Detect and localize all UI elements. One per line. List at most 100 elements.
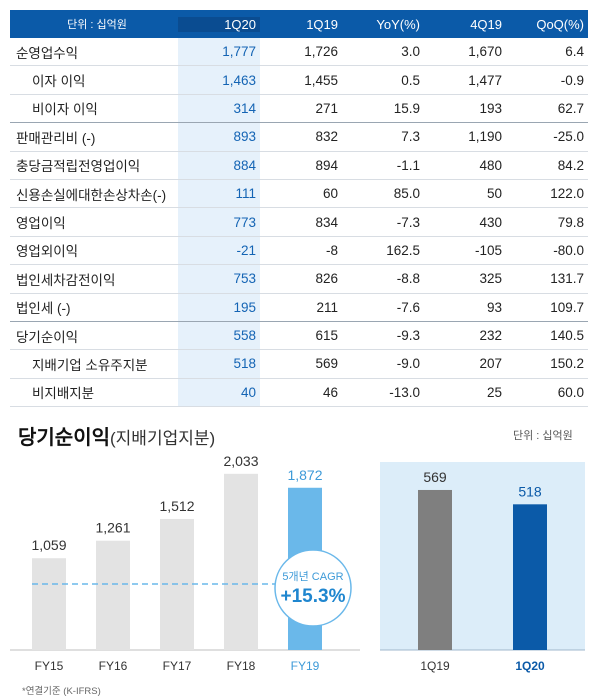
table-row: 법인세 (-) 195 211 -7.6 93 109.7 [10, 293, 588, 322]
value-yoy: -9.3 [396, 328, 420, 344]
value-4q19: 430 [479, 214, 502, 230]
value-1q19: 569 [315, 356, 338, 372]
value-1q19: 271 [315, 100, 338, 116]
section-title-sub: (지배기업지분) [110, 429, 216, 448]
value-1q20: 111 [178, 179, 260, 208]
x-tick-label: FY18 [227, 659, 256, 673]
value-qoq: 109.7 [550, 299, 584, 315]
bar-value-label: 1,059 [31, 537, 66, 553]
value-1q20: 1,463 [178, 66, 260, 94]
table-row: 법인세차감전이익 753 826 -8.8 325 131.7 [10, 265, 588, 294]
footnote: *연결기준 (K-IFRS) [22, 686, 101, 697]
value-1q19: 615 [315, 328, 338, 344]
table-row: 이자 이익 1,463 1,455 0.5 1,477 -0.9 [10, 66, 588, 95]
value-1q20: 893 [178, 123, 260, 151]
table-row: 순영업수익 1,777 1,726 3.0 1,670 6.4 [10, 38, 588, 67]
value-yoy: -13.0 [389, 384, 420, 400]
value-4q19: 480 [479, 157, 502, 173]
bar-value-label: 1,512 [159, 498, 194, 514]
section-title: 당기순이익(지배기업지분) [18, 421, 215, 450]
bar-1q19 [418, 489, 452, 650]
value-1q20: -21 [178, 236, 260, 265]
table-row: 신용손실에대한손상차손(-) 111 60 85.0 50 122.0 [10, 179, 588, 209]
value-yoy: 3.0 [401, 44, 420, 60]
value-1q19: -8 [325, 242, 338, 258]
value-1q20: 314 [178, 94, 260, 123]
col-header-yoy: YoY(%) [376, 16, 420, 32]
value-1q19: 211 [316, 299, 338, 315]
x-tick-label: FY19 [291, 659, 320, 673]
value-1q19: 894 [315, 157, 338, 173]
x-tick-label: FY15 [35, 659, 64, 673]
row-label: 영업외이익 [16, 244, 79, 260]
bar-value-label: 1,261 [95, 520, 130, 536]
value-4q19: 1,190 [468, 129, 502, 145]
col-header-4q19: 4Q19 [470, 16, 502, 32]
value-qoq: 140.5 [550, 328, 584, 344]
table-row: 지배기업 소유주지분 518 569 -9.0 207 150.2 [10, 350, 588, 379]
value-1q20: 884 [178, 151, 260, 179]
col-header-1q20: 1Q20 [178, 16, 260, 32]
value-1q19: 60 [322, 186, 338, 202]
x-tick-label: 1Q20 [515, 659, 545, 673]
cagr-bubble [274, 549, 352, 627]
row-label: 순영업수익 [16, 45, 79, 61]
value-yoy: -7.3 [396, 214, 420, 230]
value-yoy: -7.6 [396, 299, 420, 315]
quarterly-net-income-chart: 569 1Q19 518 1Q20 [380, 462, 585, 673]
row-label: 판매관리비 (-) [16, 130, 96, 146]
value-1q20: 753 [178, 265, 260, 293]
table-row: 비지배지분 40 46 -13.0 25 60.0 [10, 378, 588, 408]
financial-table: 단위 : 십억원 1Q20 1Q19 YoY(%) 4Q19 QoQ(%) 순영… [10, 10, 588, 408]
value-4q19: 207 [479, 356, 502, 372]
bar-fy15 [32, 558, 66, 650]
bar-1q20 [513, 504, 547, 650]
value-4q19: 50 [486, 186, 502, 202]
bar-value-label: 1,872 [287, 467, 322, 483]
value-1q19: 834 [315, 214, 338, 230]
value-4q19: 232 [479, 328, 502, 344]
value-qoq: 84.2 [557, 157, 584, 173]
bar-value-label: 518 [518, 483, 542, 499]
chart-unit: 단위 : 십억원 [513, 430, 573, 442]
table-row: 영업외이익 -21 -8 162.5 -105 -80.0 [10, 236, 588, 266]
bar-value-label: 569 [423, 469, 447, 485]
value-qoq: 131.7 [550, 271, 584, 287]
bar-fy16 [96, 540, 130, 650]
value-1q20: 558 [178, 321, 260, 350]
table-row: 영업이익 773 834 -7.3 430 79.8 [10, 208, 588, 237]
row-label: 충당금적립전영업이익 [16, 159, 141, 175]
value-qoq: -25.0 [553, 129, 584, 145]
value-qoq: 60.0 [557, 384, 584, 400]
cagr-value: +15.3% [281, 586, 346, 607]
value-1q19: 46 [322, 384, 338, 400]
row-label: 당기순이익 [16, 329, 79, 345]
value-yoy: 85.0 [393, 186, 420, 202]
x-tick-label: FY16 [99, 659, 128, 673]
value-qoq: 122.0 [550, 186, 584, 202]
table-row: 당기순이익 558 615 -9.3 232 140.5 [10, 321, 588, 351]
value-1q19: 826 [315, 271, 338, 287]
value-yoy: 0.5 [401, 72, 420, 88]
cagr-label: 5개년 CAGR [282, 570, 343, 583]
row-label: 비이자 이익 [32, 102, 98, 118]
value-4q19: 1,477 [468, 72, 502, 88]
value-1q20: 773 [178, 208, 260, 236]
annual-net-income-chart: 1,059 FY15 1,261 FY16 1,512 FY17 2,033 FY18 1,87… [10, 453, 360, 673]
table-row: 비이자 이익 314 271 15.9 193 62.7 [10, 94, 588, 124]
value-1q19: 1,455 [304, 72, 338, 88]
x-tick-label: FY17 [163, 659, 192, 673]
value-qoq: 79.8 [557, 214, 584, 230]
value-4q19: 325 [479, 271, 502, 287]
value-1q19: 1,726 [304, 44, 338, 60]
table-header: 단위 : 십억원 1Q20 1Q19 YoY(%) 4Q19 QoQ(%) [10, 10, 588, 38]
value-1q20: 40 [178, 378, 260, 407]
value-yoy: 15.9 [393, 100, 420, 116]
value-yoy: -1.1 [396, 157, 420, 173]
value-1q20: 1,777 [178, 38, 260, 66]
value-yoy: -8.8 [396, 271, 420, 287]
col-header-qoq: QoQ(%) [536, 16, 584, 32]
row-label: 신용손실에대한손상차손(-) [16, 187, 167, 203]
bar-value-label: 2,033 [223, 453, 258, 469]
row-label: 지배기업 소유주지분 [32, 357, 148, 373]
